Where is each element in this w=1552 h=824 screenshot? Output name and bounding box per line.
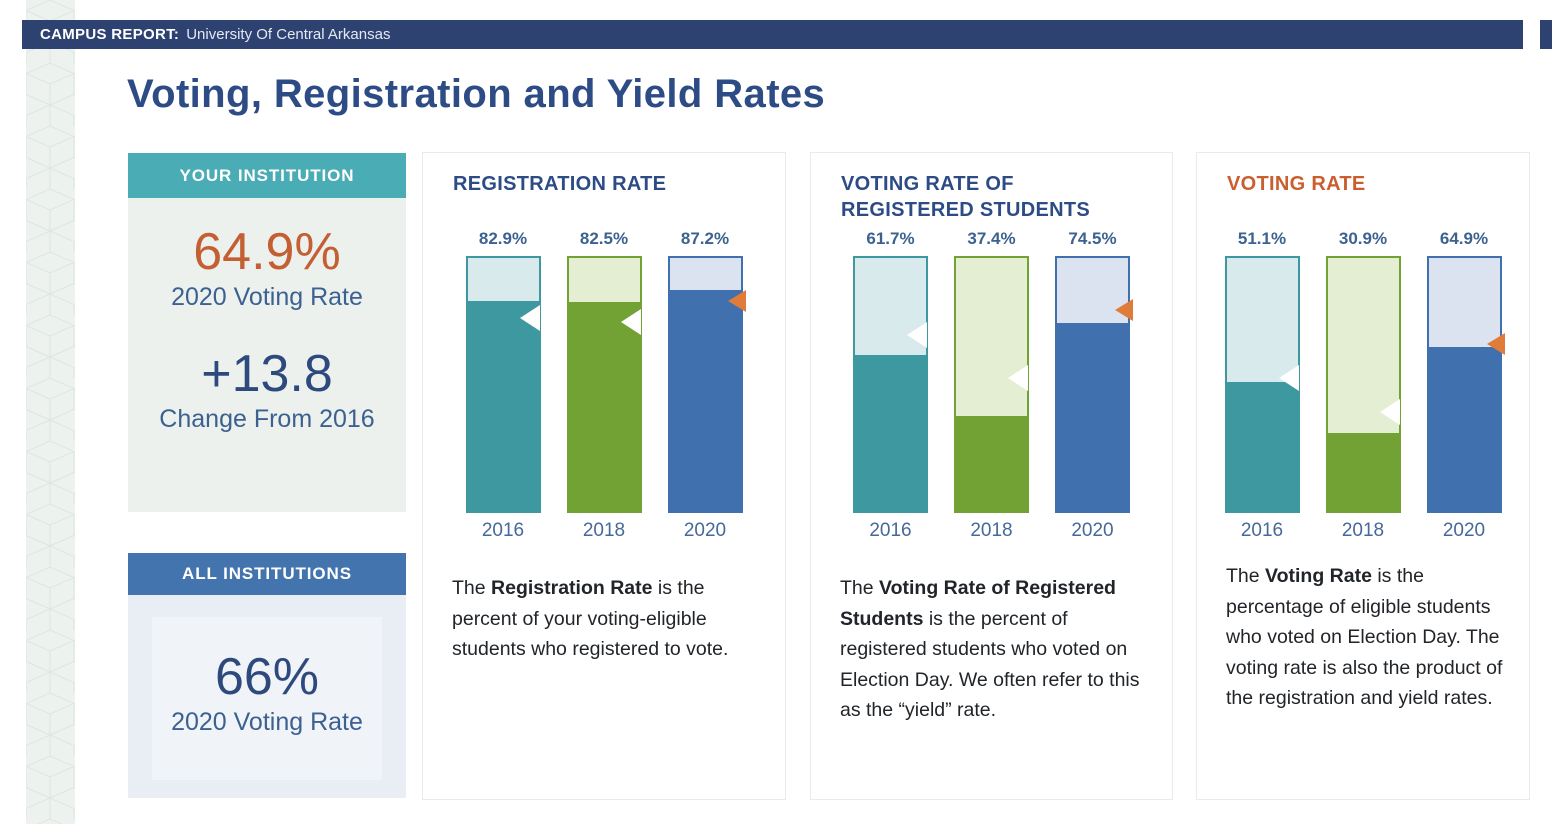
bar-fill — [669, 290, 741, 511]
bar-year-label: 2016 — [869, 520, 912, 541]
bar-fill — [467, 301, 539, 511]
bar-fill — [855, 354, 926, 511]
bar-group-2020: 64.9% 2020 — [1426, 229, 1505, 542]
benchmark-arrow — [1486, 333, 1505, 356]
bar-value-label: 74.5% — [1068, 229, 1117, 248]
bar-2020 — [667, 256, 746, 513]
voting-rate-description: The Voting Rate is the percentage of eli… — [1226, 561, 1504, 714]
voting-rate-registered-description: The Voting Rate of Registered Students i… — [840, 573, 1147, 726]
bar-fill — [1327, 432, 1399, 511]
voting-rate-registered-card: VOTING RATE OF REGISTERED STUDENTS 61.7%… — [810, 152, 1173, 800]
bar-value-label: 61.7% — [866, 229, 915, 248]
change-from-2016-value: +13.8 — [201, 345, 333, 404]
benchmark-arrow — [1008, 365, 1028, 392]
all-institutions-body: 66% 2020 Voting Rate — [128, 595, 406, 798]
your-voting-rate-label: 2020 Voting Rate — [171, 283, 363, 312]
bar-fill — [1428, 346, 1500, 511]
bar-2016 — [465, 256, 541, 513]
your-institution-header: YOUR INSTITUTION — [128, 153, 406, 198]
bar-value-label: 51.1% — [1237, 229, 1287, 248]
desc-bold-text: Voting Rate of Registered Students — [840, 577, 1116, 630]
bar-value-label: 64.9% — [1439, 229, 1489, 248]
bar-group-2018: 82.5% 2018 — [566, 229, 642, 542]
bar-year-label: 2016 — [481, 520, 525, 541]
voting-rate-title: VOTING RATE — [1227, 173, 1366, 195]
banner-label: CAMPUS REPORT: — [40, 26, 180, 43]
benchmark-arrow — [620, 309, 641, 335]
all-voting-rate-label: 2020 Voting Rate — [171, 708, 363, 737]
all-voting-rate-value: 66% — [214, 648, 320, 706]
decorative-cube-pattern — [26, 0, 75, 824]
bar-group-2016: 51.1% 2016 — [1224, 229, 1300, 542]
bar-year-label: 2020 — [1442, 520, 1486, 541]
desc-text: is the percent of your voting-eligible s… — [452, 577, 729, 660]
bar-group-2018: 30.9% 2018 — [1325, 229, 1401, 542]
bar-year-label: 2018 — [582, 520, 626, 541]
your-institution-body: 64.9% 2020 Voting Rate +13.8 Change From… — [128, 198, 406, 512]
bar-2018 — [954, 256, 1029, 513]
benchmark-arrow — [727, 289, 746, 312]
voting-rate-card: VOTING RATE 51.1% 2016 30.9% 2018 64.9% — [1196, 152, 1530, 800]
your-institution-panel: YOUR INSTITUTION 64.9% 2020 Voting Rate … — [128, 153, 406, 512]
voting-rate-registered-title: VOTING RATE OF REGISTERED STUDENTS — [841, 173, 1091, 221]
banner-edge-fragment — [1540, 20, 1552, 49]
bar-group-2020: 74.5% 2020 — [1055, 229, 1133, 542]
banner-institution: University Of Central Arkansas — [186, 26, 391, 43]
bar-value-label: 82.9% — [478, 229, 528, 248]
all-institutions-panel: ALL INSTITUTIONS 66% 2020 Voting Rate — [128, 553, 406, 798]
bar-group-2016: 82.9% 2016 — [465, 229, 541, 542]
bar-year-label: 2016 — [1240, 520, 1284, 541]
bar-value-label: 37.4% — [967, 229, 1016, 248]
bar-year-label: 2020 — [683, 520, 727, 541]
all-institutions-header: ALL INSTITUTIONS — [128, 553, 406, 595]
bar-group-2018: 37.4% 2018 — [954, 229, 1029, 542]
bar-2018 — [1325, 256, 1401, 513]
benchmark-arrow — [1115, 298, 1133, 321]
bar-group-2016: 61.7% 2016 — [853, 229, 928, 542]
bar-group-2020: 87.2% 2020 — [667, 229, 746, 542]
page-title: Voting, Registration and Yield Rates — [127, 72, 826, 116]
bar-fill — [1226, 381, 1298, 511]
bar-fill — [1057, 322, 1128, 511]
bar-2016 — [1224, 256, 1300, 513]
desc-bold-text: Voting Rate — [1265, 565, 1372, 587]
change-from-2016-label: Change From 2016 — [159, 405, 375, 434]
bar-2018 — [566, 256, 642, 513]
voting-rate-registered-chart: 61.7% 2016 37.4% 2018 74.5% 2020 — [811, 229, 1172, 542]
registration-rate-description: The Registration Rate is the percent of … — [452, 573, 760, 665]
desc-bold-text: Registration Rate — [491, 577, 653, 599]
registration-rate-title: REGISTRATION RATE — [453, 173, 667, 195]
desc-text: is the percent of registered students wh… — [840, 607, 1140, 722]
benchmark-arrow — [1379, 399, 1400, 426]
benchmark-arrow — [519, 305, 540, 332]
bar-fill — [568, 302, 640, 511]
bar-fill — [956, 416, 1027, 511]
bar-year-label: 2020 — [1071, 520, 1114, 541]
bar-value-label: 30.9% — [1338, 229, 1388, 248]
registration-rate-chart: 82.9% 2016 82.5% 2018 87.2% 2020 — [423, 229, 785, 542]
benchmark-arrow — [907, 322, 927, 349]
registration-rate-card: REGISTRATION RATE 82.9% 2016 82.5% 2018 … — [422, 152, 786, 800]
bar-2016 — [853, 256, 928, 513]
bar-2020 — [1055, 256, 1133, 513]
desc-text: The — [1226, 565, 1266, 587]
bar-year-label: 2018 — [1341, 520, 1385, 541]
all-institutions-inner-box: 66% 2020 Voting Rate — [152, 617, 382, 780]
desc-text: The — [840, 577, 880, 599]
bar-value-label: 87.2% — [680, 229, 730, 248]
campus-report-banner: CAMPUS REPORT: University Of Central Ark… — [22, 20, 1523, 49]
voting-rate-chart: 51.1% 2016 30.9% 2018 64.9% 2020 — [1197, 229, 1529, 542]
desc-text: is the percentage of eligible students w… — [1226, 565, 1503, 709]
desc-text: The — [452, 577, 492, 599]
your-voting-rate-value: 64.9% — [193, 223, 341, 281]
bar-value-label: 82.5% — [579, 229, 629, 248]
benchmark-arrow — [1278, 364, 1299, 391]
bar-year-label: 2018 — [970, 520, 1013, 541]
bar-2020 — [1426, 256, 1505, 513]
